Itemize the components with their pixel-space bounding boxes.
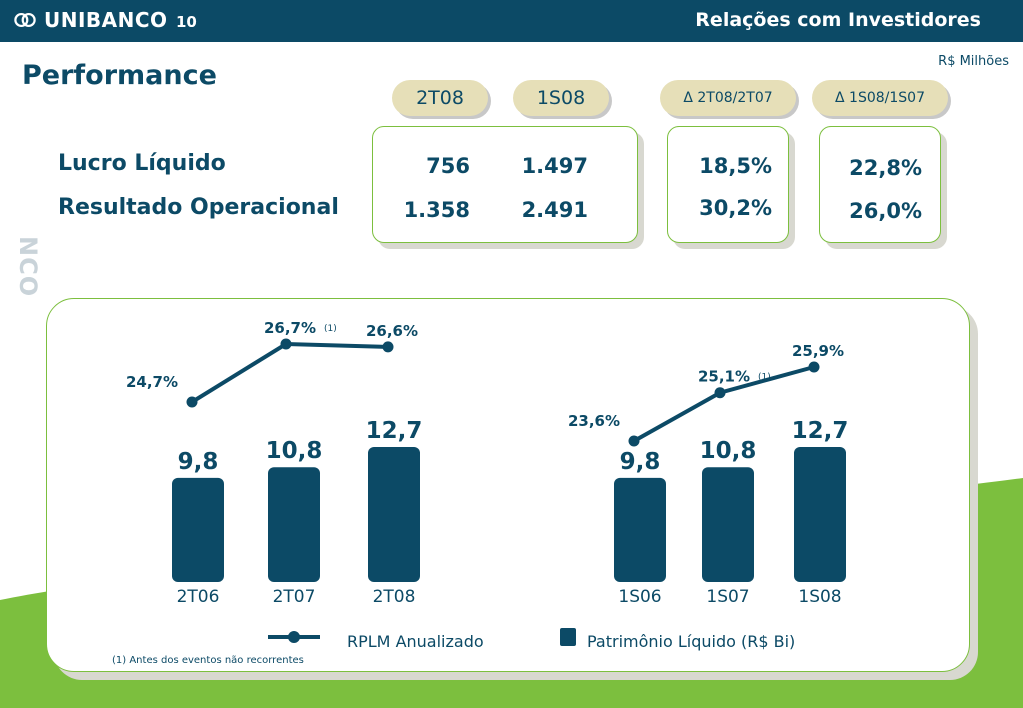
rplm-value-label: 24,7% (126, 373, 178, 391)
delta-pill-1s08-1s07: Δ 1S08/1S07 (812, 80, 948, 116)
period-pill-2t08: 2T08 (392, 80, 488, 116)
bar-value-label: 12,7 (792, 418, 849, 444)
bar (172, 477, 224, 582)
row-label-lucro-liquido: Lucro Líquido (58, 151, 226, 176)
category-tick-label: 1S08 (798, 587, 841, 607)
rplm-value-label: 26,7% (264, 319, 316, 337)
rplm-point (808, 361, 820, 373)
category-tick-label: 2T07 (273, 587, 316, 607)
category-tick-label: 1S06 (618, 587, 661, 607)
bar-value-label: 9,8 (178, 449, 219, 475)
delta-cell: 30,2% (699, 196, 772, 220)
row-label-resultado-operacional: Resultado Operacional (58, 195, 339, 220)
rplm-point (714, 387, 726, 399)
rplm-value-label: 25,1% (698, 368, 750, 386)
footnote: (1) Antes dos eventos não recorrentes (112, 655, 304, 666)
page-number: 10 (176, 13, 197, 31)
legend-line-label: RPLM Anualizado (347, 632, 484, 651)
category-tick-label: 2T06 (177, 587, 220, 607)
delta-cell: 22,8% (849, 156, 922, 180)
legend-line-marker (288, 631, 300, 643)
header-bar: UNIBANCO 10 Relações com Investidores (0, 0, 1023, 42)
rplm-point (628, 435, 640, 447)
footnote-mark: (1) (758, 373, 771, 383)
section-title: Relações com Investidores (695, 9, 981, 31)
rplm-value-label: 23,6% (568, 412, 620, 430)
category-tick-label: 1S07 (706, 587, 749, 607)
legend-bar-label: Patrimônio Líquido (R$ Bi) (587, 632, 795, 651)
rplm-point (382, 341, 394, 353)
bar (368, 447, 420, 582)
rplm-point (186, 396, 198, 408)
bar (268, 467, 320, 582)
bar-value-label: 9,8 (620, 449, 661, 475)
bar-value-label: 12,7 (366, 418, 423, 444)
delta1-box (667, 126, 789, 243)
unibanco-logo-icon (14, 12, 36, 28)
delta-pill-2t08-2t07: Δ 2T08/2T07 (660, 80, 796, 116)
rplm-line (190, 341, 389, 404)
value-cell: 1.497 (521, 154, 588, 178)
legend-bar-swatch (560, 628, 576, 646)
value-cell: 756 (426, 154, 470, 178)
category-tick-label: 2T08 (373, 587, 416, 607)
period-label: 2T08 (416, 87, 464, 109)
brand-logo: UNIBANCO (14, 8, 168, 32)
delta2-box (819, 126, 941, 243)
period-label: 1S08 (536, 87, 586, 109)
delta-label: Δ 2T08/2T07 (683, 90, 773, 106)
legend: RPLM Anualizado Patrimônio Líquido (R$ B… (268, 628, 795, 651)
bar (794, 447, 846, 582)
units-note: R$ Milhões (938, 54, 1009, 69)
value-cell: 1.358 (403, 198, 470, 222)
values-box (372, 126, 638, 243)
bar-value-label: 10,8 (266, 438, 323, 464)
bar (614, 477, 666, 582)
bar-value-label: 10,8 (700, 438, 757, 464)
rplm-point (280, 338, 292, 350)
delta-cell: 26,0% (849, 199, 922, 223)
rplm-value-label: 26,6% (366, 322, 418, 340)
delta-label: Δ 1S08/1S07 (835, 90, 925, 106)
value-cell: 2.491 (521, 198, 588, 222)
brand-name: UNIBANCO (44, 8, 168, 32)
rplm-value-label: 25,9% (792, 342, 844, 360)
delta-cell: 18,5% (699, 154, 772, 178)
footnote-mark: (1) (324, 324, 337, 334)
bar (702, 467, 754, 582)
period-pill-1s08: 1S08 (513, 80, 609, 116)
page-title: Performance (22, 60, 217, 91)
